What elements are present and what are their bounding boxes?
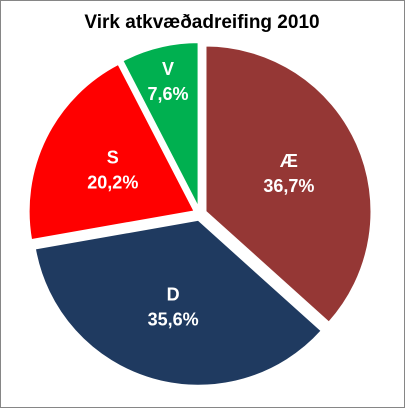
value-label: 20,2% [87, 173, 138, 193]
slice-name: S [107, 148, 119, 168]
slice-name: Æ [280, 151, 298, 171]
slice-name: D [167, 284, 180, 304]
pie-slice [121, 41, 200, 209]
value-label: 35,6% [148, 309, 199, 329]
pie-slice [27, 62, 197, 242]
value-label: 36,7% [263, 176, 314, 196]
pie-slice [33, 218, 324, 387]
pie-slice [204, 44, 373, 325]
value-label: 7,6% [147, 84, 188, 104]
slice-name: V [162, 59, 174, 79]
chart-title: Virk atkvæðadreifing 2010 [84, 12, 319, 33]
